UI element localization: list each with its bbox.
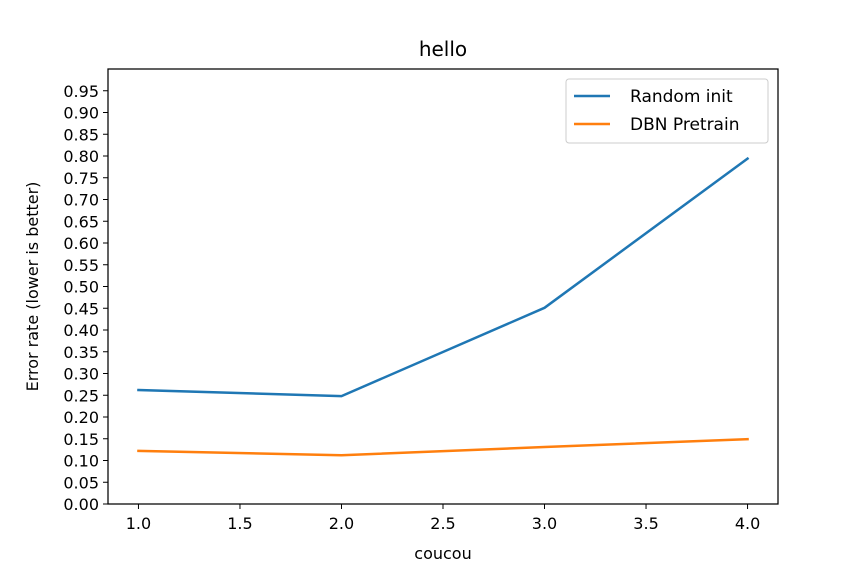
x-tick-label: 3.5 — [633, 514, 658, 533]
series-lines — [137, 156, 750, 457]
y-tick-label: 0.05 — [63, 473, 99, 492]
y-axis-label: Error rate (lower is better) — [23, 182, 42, 392]
y-tick-label: 0.50 — [63, 278, 99, 297]
legend-label: DBN Pretrain — [630, 115, 739, 135]
legend-label: Random init — [630, 87, 733, 107]
series-line-dbn-pretrain — [137, 437, 749, 457]
plot-frame — [107, 68, 779, 505]
y-tick-label: 0.95 — [63, 82, 99, 101]
x-tick-label: 2.5 — [430, 514, 455, 533]
y-tick-label: 0.35 — [63, 343, 99, 362]
y-tick-label: 0.25 — [63, 386, 99, 405]
y-tick-label: 0.10 — [63, 452, 99, 471]
y-tick-label: 0.00 — [63, 495, 99, 514]
y-tick-label: 0.75 — [63, 169, 99, 188]
legend-box — [565, 78, 769, 144]
y-tick-label: 0.60 — [63, 234, 99, 253]
y-tick-label: 0.20 — [63, 408, 99, 427]
y-tick-label: 0.55 — [63, 256, 99, 275]
series-line-random-init — [137, 156, 750, 398]
y-axis-ticks: 0.00 0.05 0.10 0.15 0.20 0.25 0.30 0.35 0.40 0.45… — [63, 82, 108, 514]
y-tick-label: 0.45 — [63, 299, 99, 318]
y-tick-label: 0.65 — [63, 212, 99, 231]
legend: Random init DBN Pretrain — [565, 78, 769, 144]
y-tick-label: 0.15 — [63, 430, 99, 449]
y-tick-label: 0.40 — [63, 321, 99, 340]
y-tick-label: 0.85 — [63, 125, 99, 144]
x-tick-label: 4.0 — [735, 514, 760, 533]
x-tick-label: 3.0 — [532, 514, 557, 533]
y-tick-label: 0.80 — [63, 147, 99, 166]
chart-title: hello — [419, 37, 467, 61]
x-tick-label: 2.0 — [329, 514, 354, 533]
x-tick-label: 1.0 — [126, 514, 151, 533]
x-axis-ticks: 1.0 1.5 2.0 2.5 3.0 3.5 4.0 — [126, 504, 760, 533]
x-axis-label: coucou — [414, 544, 471, 563]
y-tick-label: 0.90 — [63, 104, 99, 123]
y-tick-label: 0.30 — [63, 365, 99, 384]
y-tick-label: 0.70 — [63, 191, 99, 210]
x-tick-label: 1.5 — [227, 514, 252, 533]
